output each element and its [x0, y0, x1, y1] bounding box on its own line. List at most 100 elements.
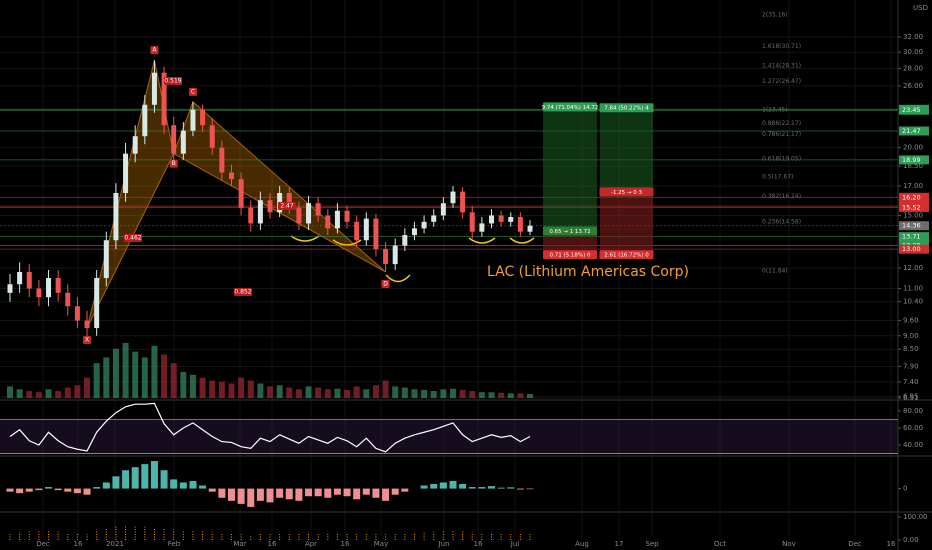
price-tag-label: 16.20 [902, 193, 921, 201]
ratio-label: 0.852 [234, 289, 251, 296]
volume-bar [26, 391, 33, 398]
volume-bar [527, 393, 534, 398]
candle-body [498, 215, 504, 222]
histogram-bar [526, 488, 534, 490]
pattern-point-label: X [85, 337, 89, 344]
price-tag-label: 13.00 [902, 245, 921, 253]
y-tick-label: 32.00 [903, 33, 923, 41]
volume-bar [469, 391, 476, 398]
histogram-bar [507, 487, 515, 489]
candle-body [306, 203, 312, 224]
volume-bar [218, 381, 225, 398]
volume-bar [344, 389, 351, 398]
histogram-bar [314, 488, 322, 497]
candle-body [84, 320, 90, 329]
arc [332, 239, 362, 246]
histogram-bar [468, 487, 476, 489]
volume-bar [401, 387, 408, 398]
volume-bar [286, 387, 293, 398]
histogram-bar [208, 488, 216, 492]
y-tick-label: 0 [903, 485, 907, 493]
candle-body [450, 191, 456, 204]
candle-body [7, 284, 13, 293]
histogram-bar [54, 488, 62, 491]
histogram-bar [141, 464, 149, 489]
volume-bar [295, 389, 302, 398]
volume-bar [7, 386, 13, 398]
candle-body [171, 125, 177, 154]
histogram-bar [333, 488, 341, 495]
histogram-bar [256, 488, 264, 501]
volume-bar [315, 387, 322, 398]
volume-bar [392, 386, 399, 398]
volume-bar [151, 345, 158, 398]
pattern-point-label: B [172, 160, 176, 167]
x-tick-label: Sep [645, 540, 659, 548]
volume-bar [324, 389, 331, 398]
volume-bar [411, 389, 418, 398]
y-tick-label: 9.00 [903, 332, 919, 340]
pattern-point-bg [83, 336, 92, 345]
price-tag [899, 221, 929, 231]
y-tick-label: 17.00 [903, 182, 923, 190]
x-tick-label: 16 [887, 540, 896, 548]
histogram-bar [391, 488, 399, 495]
candle-body [508, 217, 514, 222]
smile-arcs [290, 235, 535, 283]
histogram-bar [266, 488, 274, 503]
histogram-bar [488, 486, 495, 489]
histogram-bar [64, 488, 72, 492]
histogram-bar [131, 467, 139, 489]
pattern-point-bg [381, 279, 390, 288]
y-tick-label: 6.95 [903, 393, 919, 401]
candle-body [228, 172, 234, 180]
volume-bar [267, 386, 274, 398]
histogram-bar [353, 488, 361, 500]
volume-bar [64, 387, 71, 398]
arc [385, 274, 411, 283]
volume-bar [382, 380, 389, 398]
volume-bar [372, 385, 379, 398]
currency-label: USD [913, 4, 928, 12]
volume-bar [228, 383, 235, 398]
y-tick-label: 100.00 [903, 513, 928, 521]
price-tag-label: 15.52 [902, 203, 921, 211]
y-tick-label: 15.00 [903, 211, 923, 219]
candle-body [460, 191, 466, 213]
histogram-bar [102, 482, 110, 489]
candle-body [248, 207, 254, 224]
histogram-bar [516, 488, 524, 490]
y-tick-label: 10.40 [903, 298, 923, 306]
candle-body [65, 292, 71, 307]
target-label: 9.74 (71.04%) 14.72 [542, 105, 599, 111]
candle-body [373, 218, 379, 250]
candle-body [363, 218, 369, 241]
candle-body [113, 193, 119, 241]
stop-label-bg [599, 250, 654, 260]
volume-bar [74, 385, 81, 398]
fib-label: 1.618(30.71) [762, 43, 801, 50]
volume-bar [161, 354, 168, 398]
candle-body [74, 306, 80, 321]
volume-bar [16, 389, 23, 398]
histogram-bar [179, 482, 187, 489]
candle-body [296, 207, 302, 224]
price-tag [899, 202, 929, 212]
y-tick-label: 7.40 [903, 378, 919, 386]
histogram-bar [324, 488, 332, 498]
stop-label: 2.61 (16.72%) 0 [604, 253, 649, 259]
volume-bar [498, 392, 505, 398]
candle-body [151, 72, 157, 105]
histogram-bar [6, 488, 14, 492]
volume-bar [93, 363, 100, 398]
histogram-bar [276, 488, 284, 498]
candle-body [411, 228, 417, 236]
histogram-bar [112, 476, 120, 489]
pattern-point-label: A [152, 47, 157, 54]
candle-body [421, 221, 427, 229]
candle-body [286, 193, 292, 208]
volume-bar [363, 389, 370, 398]
fib-label: 0.382(16.24) [762, 193, 801, 200]
candle-body [267, 200, 273, 213]
volume-bar [122, 342, 129, 398]
